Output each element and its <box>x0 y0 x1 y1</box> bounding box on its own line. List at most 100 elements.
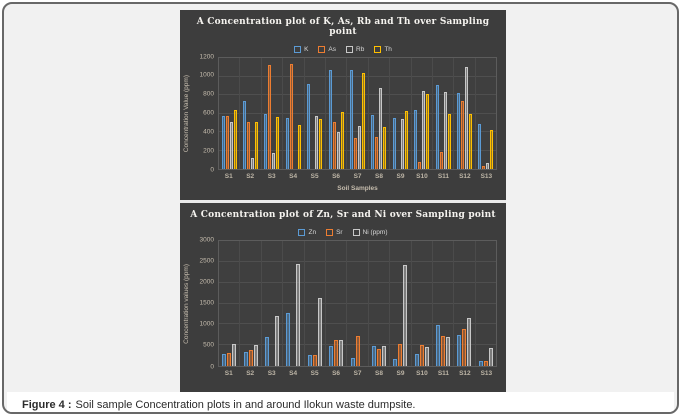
legend-label: Th <box>384 45 392 53</box>
x-tick-label: S8 <box>375 173 383 180</box>
bar <box>426 94 430 169</box>
gridline <box>219 75 496 77</box>
bar-group <box>240 241 262 366</box>
y-axis-title: Concentration values (ppm) <box>183 263 190 344</box>
bar <box>490 130 494 169</box>
bar <box>339 340 344 366</box>
bar-group <box>369 241 391 366</box>
y-tick-label: 3000 <box>199 235 214 243</box>
bar <box>336 132 340 169</box>
bar <box>350 358 355 366</box>
bar <box>436 325 441 366</box>
bar <box>478 361 483 366</box>
bar-group <box>347 241 369 366</box>
chart-zn-sr-ni: A Concentration plot of Zn, Sr and Ni ov… <box>180 203 506 392</box>
legend-item: K <box>294 45 308 53</box>
y-tick-label: 1200 <box>199 52 214 60</box>
bar <box>403 264 408 366</box>
x-tick-label: S9 <box>396 173 405 180</box>
bar <box>319 119 323 169</box>
bar <box>264 113 268 169</box>
bar-group <box>219 241 241 366</box>
legend-item: Ni (ppm) <box>352 228 388 236</box>
bar-group <box>347 58 369 169</box>
bar <box>379 87 383 169</box>
x-tick-label: S6 <box>332 370 341 377</box>
bar <box>251 157 255 169</box>
x-axis-ticks: S1 S2 S3 S4 S5 S6 S7 S8 S9 S10 S11 S12 S13 <box>218 173 497 180</box>
bar <box>447 114 451 169</box>
plot-column: S1 S2 S3 S4 S5 S6 S7 S8 S9 S10 S11 S12 S13 <box>218 240 497 377</box>
figure-caption-prefix: Figure 4 : <box>22 398 72 411</box>
bar-group <box>219 58 241 169</box>
bar <box>312 354 317 366</box>
plot-column: S1 S2 S3 S4 S5 S6 S7 S8 S9 S10 S11 S12 S13 Soil Samp… <box>218 57 497 192</box>
gridline <box>219 260 496 262</box>
bar <box>221 116 225 169</box>
bar <box>276 117 280 169</box>
x-tick-label: S3 <box>267 370 276 377</box>
bar <box>243 100 247 169</box>
legend-item: Zn <box>298 228 316 236</box>
bar <box>435 84 439 169</box>
bar <box>467 318 472 366</box>
bar <box>332 121 336 169</box>
bar-group <box>433 58 455 169</box>
bar <box>232 343 237 366</box>
bar <box>443 92 447 169</box>
bar <box>243 352 248 366</box>
y-tick-label: 800 <box>203 90 214 98</box>
y-tick-label: 0 <box>210 165 214 173</box>
bar <box>358 126 362 169</box>
bar <box>424 346 429 366</box>
bar <box>350 70 354 169</box>
bar-group <box>390 58 412 169</box>
bar <box>229 121 233 169</box>
bar <box>334 339 339 366</box>
bar <box>418 161 422 169</box>
bar <box>248 349 253 366</box>
bar <box>483 361 488 366</box>
bar <box>462 328 467 366</box>
y-axis-ticks: 0 200 400 600 800 1000 1200 <box>193 52 218 172</box>
chart-k-as-rb-th: A Concentration plot of K, As, Rb and Th… <box>180 10 506 200</box>
gridline <box>219 323 496 325</box>
bar <box>482 166 486 169</box>
bar-group <box>412 241 433 366</box>
legend-item: As <box>318 45 337 53</box>
bar <box>272 153 276 169</box>
chart-title: A Concentration plot of Zn, Sr and Ni ov… <box>190 210 496 220</box>
y-tick-label: 2000 <box>199 278 214 286</box>
x-tick-label: S13 <box>480 370 493 377</box>
bar-group <box>326 58 348 169</box>
bar-group <box>240 58 262 169</box>
y-tick-label: 2500 <box>199 256 214 264</box>
bar <box>255 121 259 169</box>
bar <box>376 348 381 366</box>
y-tick-label: 200 <box>203 146 214 154</box>
bar <box>441 335 446 366</box>
bar-group <box>283 241 305 366</box>
bar <box>297 124 301 169</box>
x-tick-label: S12 <box>459 173 471 180</box>
y-axis-title-wrap: Concentration values (ppm) <box>180 240 193 367</box>
legend-swatch-icon <box>298 228 306 236</box>
bar-group <box>412 58 433 169</box>
gridline <box>219 94 496 96</box>
bar <box>227 352 232 366</box>
bar <box>468 113 472 169</box>
bar-group <box>262 241 284 366</box>
bar-group <box>283 58 305 169</box>
bar-group <box>305 58 326 169</box>
bar <box>371 346 376 366</box>
bar <box>317 298 322 366</box>
bar <box>264 336 269 366</box>
legend-label: As <box>328 45 337 53</box>
legend-label: Ni (ppm) <box>362 228 388 236</box>
x-tick-label: S12 <box>459 370 471 377</box>
bar <box>381 346 386 366</box>
gridline <box>219 302 496 304</box>
x-tick-label: S6 <box>332 173 341 180</box>
bar <box>422 91 426 169</box>
bar-group <box>390 241 412 366</box>
